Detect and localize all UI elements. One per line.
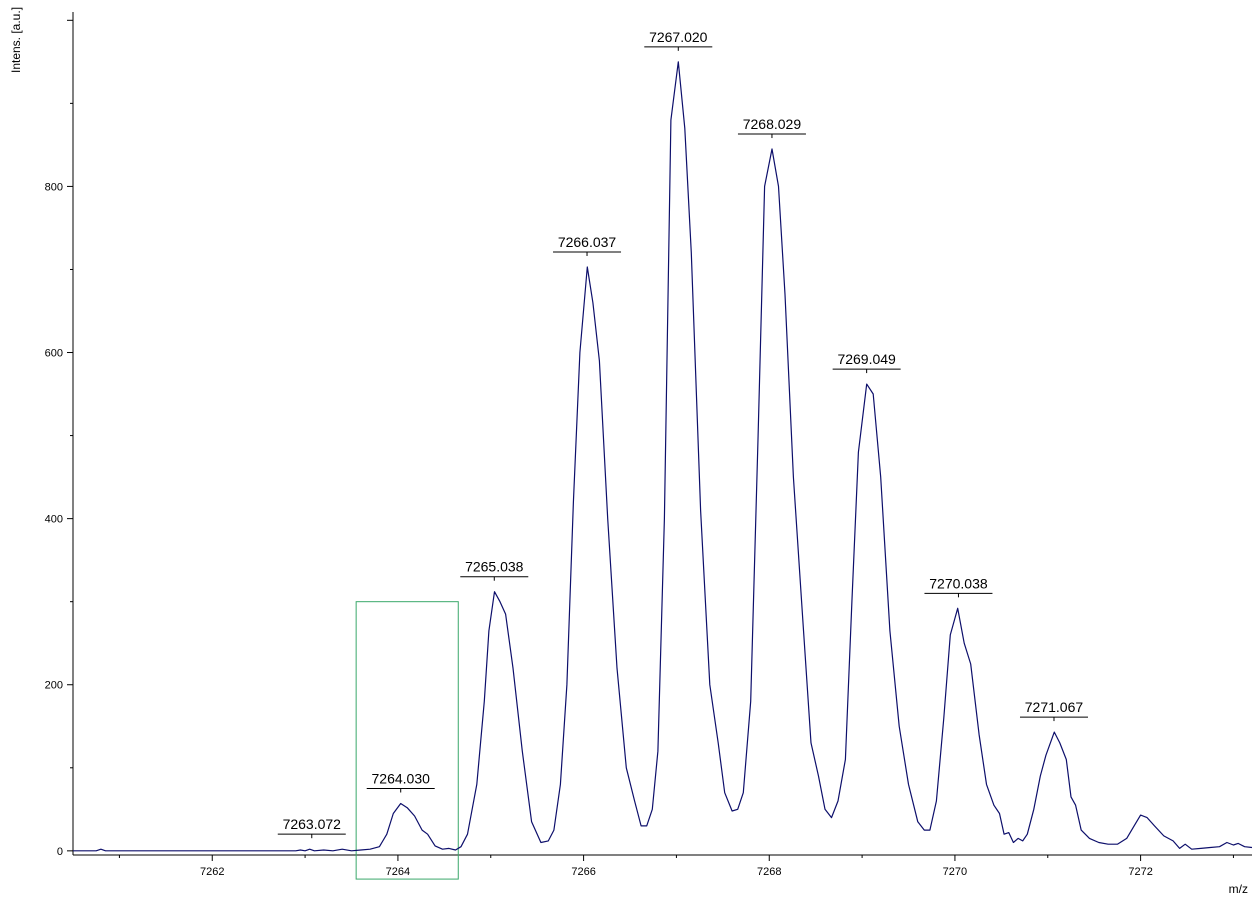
x-tick-label: 7266 [571, 866, 595, 878]
x-tick-label: 7270 [943, 866, 967, 878]
peak-label: 7269.049 [832, 351, 901, 374]
y-tick-label: 200 [45, 680, 63, 692]
peak-label-text: 7268.029 [743, 116, 802, 132]
peak-label-text: 7263.072 [283, 816, 342, 832]
x-tick-label: 7268 [757, 866, 781, 878]
peak-label: 7271.067 [1019, 699, 1088, 722]
peak-label: 7267.020 [644, 29, 713, 51]
peak-label: 7264.030 [366, 771, 435, 793]
x-tick-label: 7264 [386, 866, 410, 878]
spectrum-series [73, 61, 1252, 852]
y-tick-label: 800 [45, 181, 63, 193]
x-tick-label: 7272 [1128, 866, 1152, 878]
y-tick-label: 600 [45, 348, 63, 360]
peak-label: 7265.038 [460, 559, 529, 581]
x-tick-label: 7262 [200, 866, 224, 878]
peak-label: 7263.072 [277, 816, 346, 839]
highlight-region [355, 601, 459, 880]
axes: 0 200 400 600 800 7262 7264 7266 7268 7270 7272 [45, 12, 1252, 878]
peak-label: 7266.037 [553, 234, 622, 256]
peak-label-text: 7265.038 [465, 559, 524, 575]
y-tick-label: 0 [57, 846, 63, 858]
highlight-box [355, 601, 459, 880]
peak-label-text: 7269.049 [837, 351, 896, 367]
peak-label: 7268.029 [737, 116, 806, 139]
peak-labels: 7263.072 7264.030 7265.038 7266.037 7267.020… [277, 29, 1088, 839]
peak-label-text: 7266.037 [558, 234, 617, 250]
peak-label-text: 7264.030 [372, 771, 431, 787]
peak-label-text: 7267.020 [649, 29, 708, 45]
peak-label-text: 7270.038 [929, 575, 988, 591]
y-axis-label: Intens. [a.u.] [9, 7, 23, 73]
spectrum-line [73, 61, 1252, 852]
peak-label: 7270.038 [924, 575, 993, 598]
peak-label-text: 7271.067 [1025, 699, 1084, 715]
x-axis-label: m/z [1229, 882, 1248, 896]
y-tick-label: 400 [45, 514, 63, 526]
